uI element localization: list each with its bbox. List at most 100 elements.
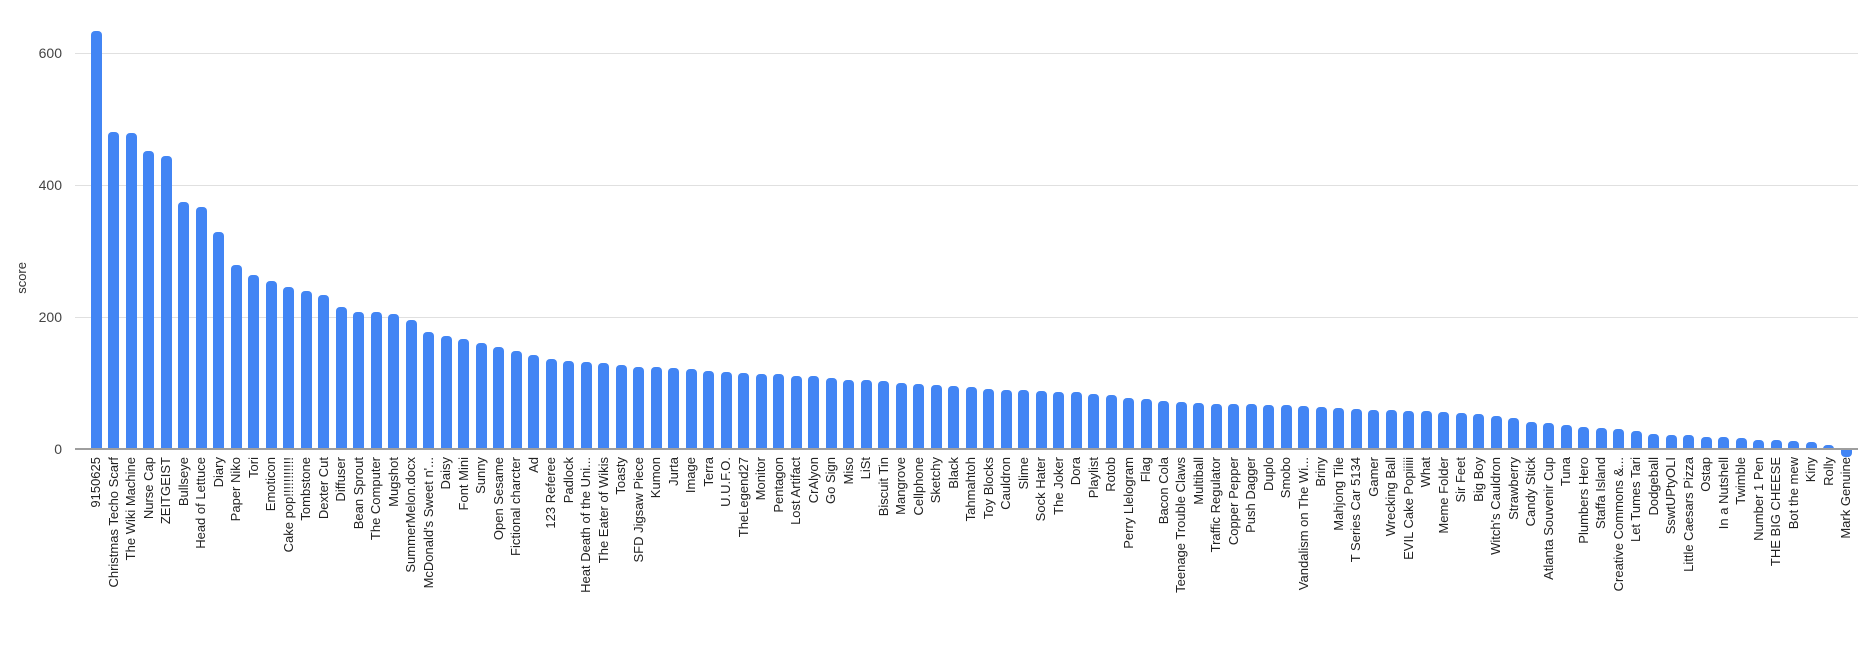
bar[interactable] [1578, 427, 1589, 449]
bar[interactable] [1263, 404, 1274, 449]
bar[interactable] [1158, 400, 1169, 449]
bar[interactable] [825, 377, 837, 449]
bar[interactable] [423, 331, 434, 449]
bar[interactable] [633, 366, 644, 449]
bar[interactable] [1000, 389, 1012, 449]
bar[interactable] [808, 376, 819, 449]
bar[interactable] [1193, 402, 1204, 449]
bar[interactable] [318, 295, 329, 449]
bar[interactable] [1753, 439, 1764, 449]
bar[interactable] [458, 339, 469, 449]
bar[interactable] [1683, 435, 1694, 449]
bar[interactable] [895, 383, 907, 449]
bar[interactable] [1630, 431, 1642, 449]
bar[interactable] [213, 231, 224, 449]
bar[interactable] [1175, 402, 1187, 449]
bar[interactable] [1665, 434, 1677, 449]
bar[interactable] [755, 373, 767, 449]
bar[interactable] [703, 371, 714, 449]
bar[interactable] [580, 361, 592, 449]
bar[interactable] [720, 372, 732, 449]
bar[interactable] [1718, 436, 1729, 449]
bar[interactable] [1105, 394, 1117, 449]
bar[interactable] [1770, 439, 1782, 449]
bar[interactable] [1123, 398, 1134, 449]
bar[interactable] [388, 313, 399, 449]
bar[interactable] [1525, 421, 1537, 449]
bar[interactable] [1228, 404, 1239, 449]
bar[interactable] [615, 365, 627, 449]
bar[interactable] [1805, 442, 1817, 449]
bar[interactable] [510, 351, 522, 449]
bar[interactable] [1560, 424, 1572, 449]
bar[interactable] [1788, 441, 1799, 449]
bar[interactable] [913, 383, 924, 449]
bar[interactable] [1315, 406, 1327, 449]
bar[interactable] [195, 207, 207, 449]
bar[interactable] [790, 375, 802, 449]
bar[interactable] [230, 264, 242, 449]
bar[interactable] [1420, 411, 1432, 449]
bar[interactable] [685, 369, 697, 449]
bar[interactable] [1088, 393, 1099, 449]
bar[interactable] [860, 380, 872, 449]
bar[interactable] [1140, 398, 1152, 449]
bar[interactable] [370, 312, 382, 449]
bar[interactable] [1648, 433, 1659, 449]
bar[interactable] [125, 132, 137, 449]
bar[interactable] [773, 374, 784, 449]
bar[interactable] [1280, 405, 1292, 449]
bar[interactable] [265, 281, 277, 449]
bar[interactable] [650, 367, 662, 449]
bar[interactable] [1018, 390, 1029, 449]
bar[interactable] [335, 307, 347, 449]
bar[interactable] [843, 379, 854, 449]
bar[interactable] [1385, 410, 1397, 449]
bar[interactable] [178, 202, 189, 449]
bar[interactable] [598, 363, 609, 449]
bar[interactable] [545, 359, 557, 449]
bar[interactable] [300, 290, 312, 449]
bar[interactable] [475, 343, 487, 449]
bar[interactable] [965, 387, 977, 449]
bar[interactable] [1473, 414, 1484, 449]
bar[interactable] [1053, 391, 1064, 449]
bar[interactable] [1490, 416, 1502, 449]
bar[interactable] [668, 367, 679, 449]
bar[interactable] [1735, 437, 1747, 449]
bar[interactable] [160, 156, 172, 449]
bar[interactable] [1035, 390, 1047, 449]
bar[interactable] [983, 388, 994, 449]
bar[interactable] [440, 335, 452, 449]
bar[interactable] [878, 381, 889, 449]
bar[interactable] [930, 385, 942, 449]
bar[interactable] [948, 386, 959, 449]
bar[interactable] [405, 319, 417, 449]
bar[interactable] [248, 275, 259, 449]
bar[interactable] [528, 355, 539, 449]
bar[interactable] [493, 347, 504, 449]
bar[interactable] [1543, 422, 1554, 449]
bar[interactable] [283, 287, 294, 449]
bar[interactable] [1368, 410, 1379, 449]
bar[interactable] [1700, 436, 1712, 449]
bar[interactable] [1350, 409, 1362, 449]
bar[interactable] [353, 311, 364, 449]
bar[interactable] [1840, 450, 1852, 457]
bar[interactable] [1508, 418, 1519, 449]
bar[interactable] [738, 373, 749, 449]
bar[interactable] [143, 150, 154, 449]
bar[interactable] [1613, 428, 1624, 449]
bar[interactable] [1298, 406, 1309, 449]
bar[interactable] [1070, 392, 1082, 449]
bar[interactable] [1823, 445, 1834, 449]
bar[interactable] [1595, 427, 1607, 449]
bar[interactable] [1210, 403, 1222, 449]
bar[interactable] [1403, 410, 1414, 449]
bar[interactable] [1245, 404, 1257, 449]
bar[interactable] [90, 31, 102, 449]
bar[interactable] [1438, 412, 1449, 449]
bar[interactable] [563, 360, 574, 449]
bar[interactable] [1333, 408, 1344, 449]
bar[interactable] [108, 132, 119, 449]
